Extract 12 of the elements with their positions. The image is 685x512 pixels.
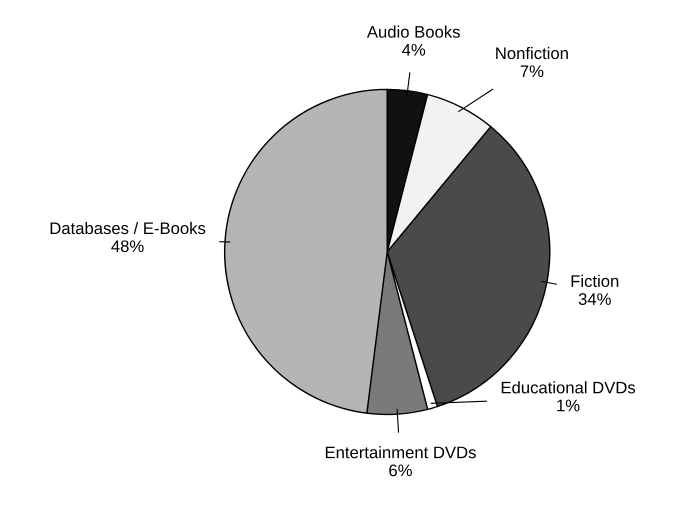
data-label: 48% [111,240,144,252]
slice-label: Audio Books [366,26,460,38]
data-label: 7% [520,65,544,78]
data-label: 1% [557,400,580,412]
slice-label: Databases / E-Books [50,222,206,234]
data-label: 34% [578,293,611,305]
slice-label: Educational DVDs [502,381,636,394]
data-label: 4% [402,44,426,56]
slice-label: Entertainment DVDs [326,446,476,458]
slice-label: Fiction [572,274,618,288]
data-label: 6% [389,464,412,476]
slice-label: Nonfiction [496,46,568,60]
